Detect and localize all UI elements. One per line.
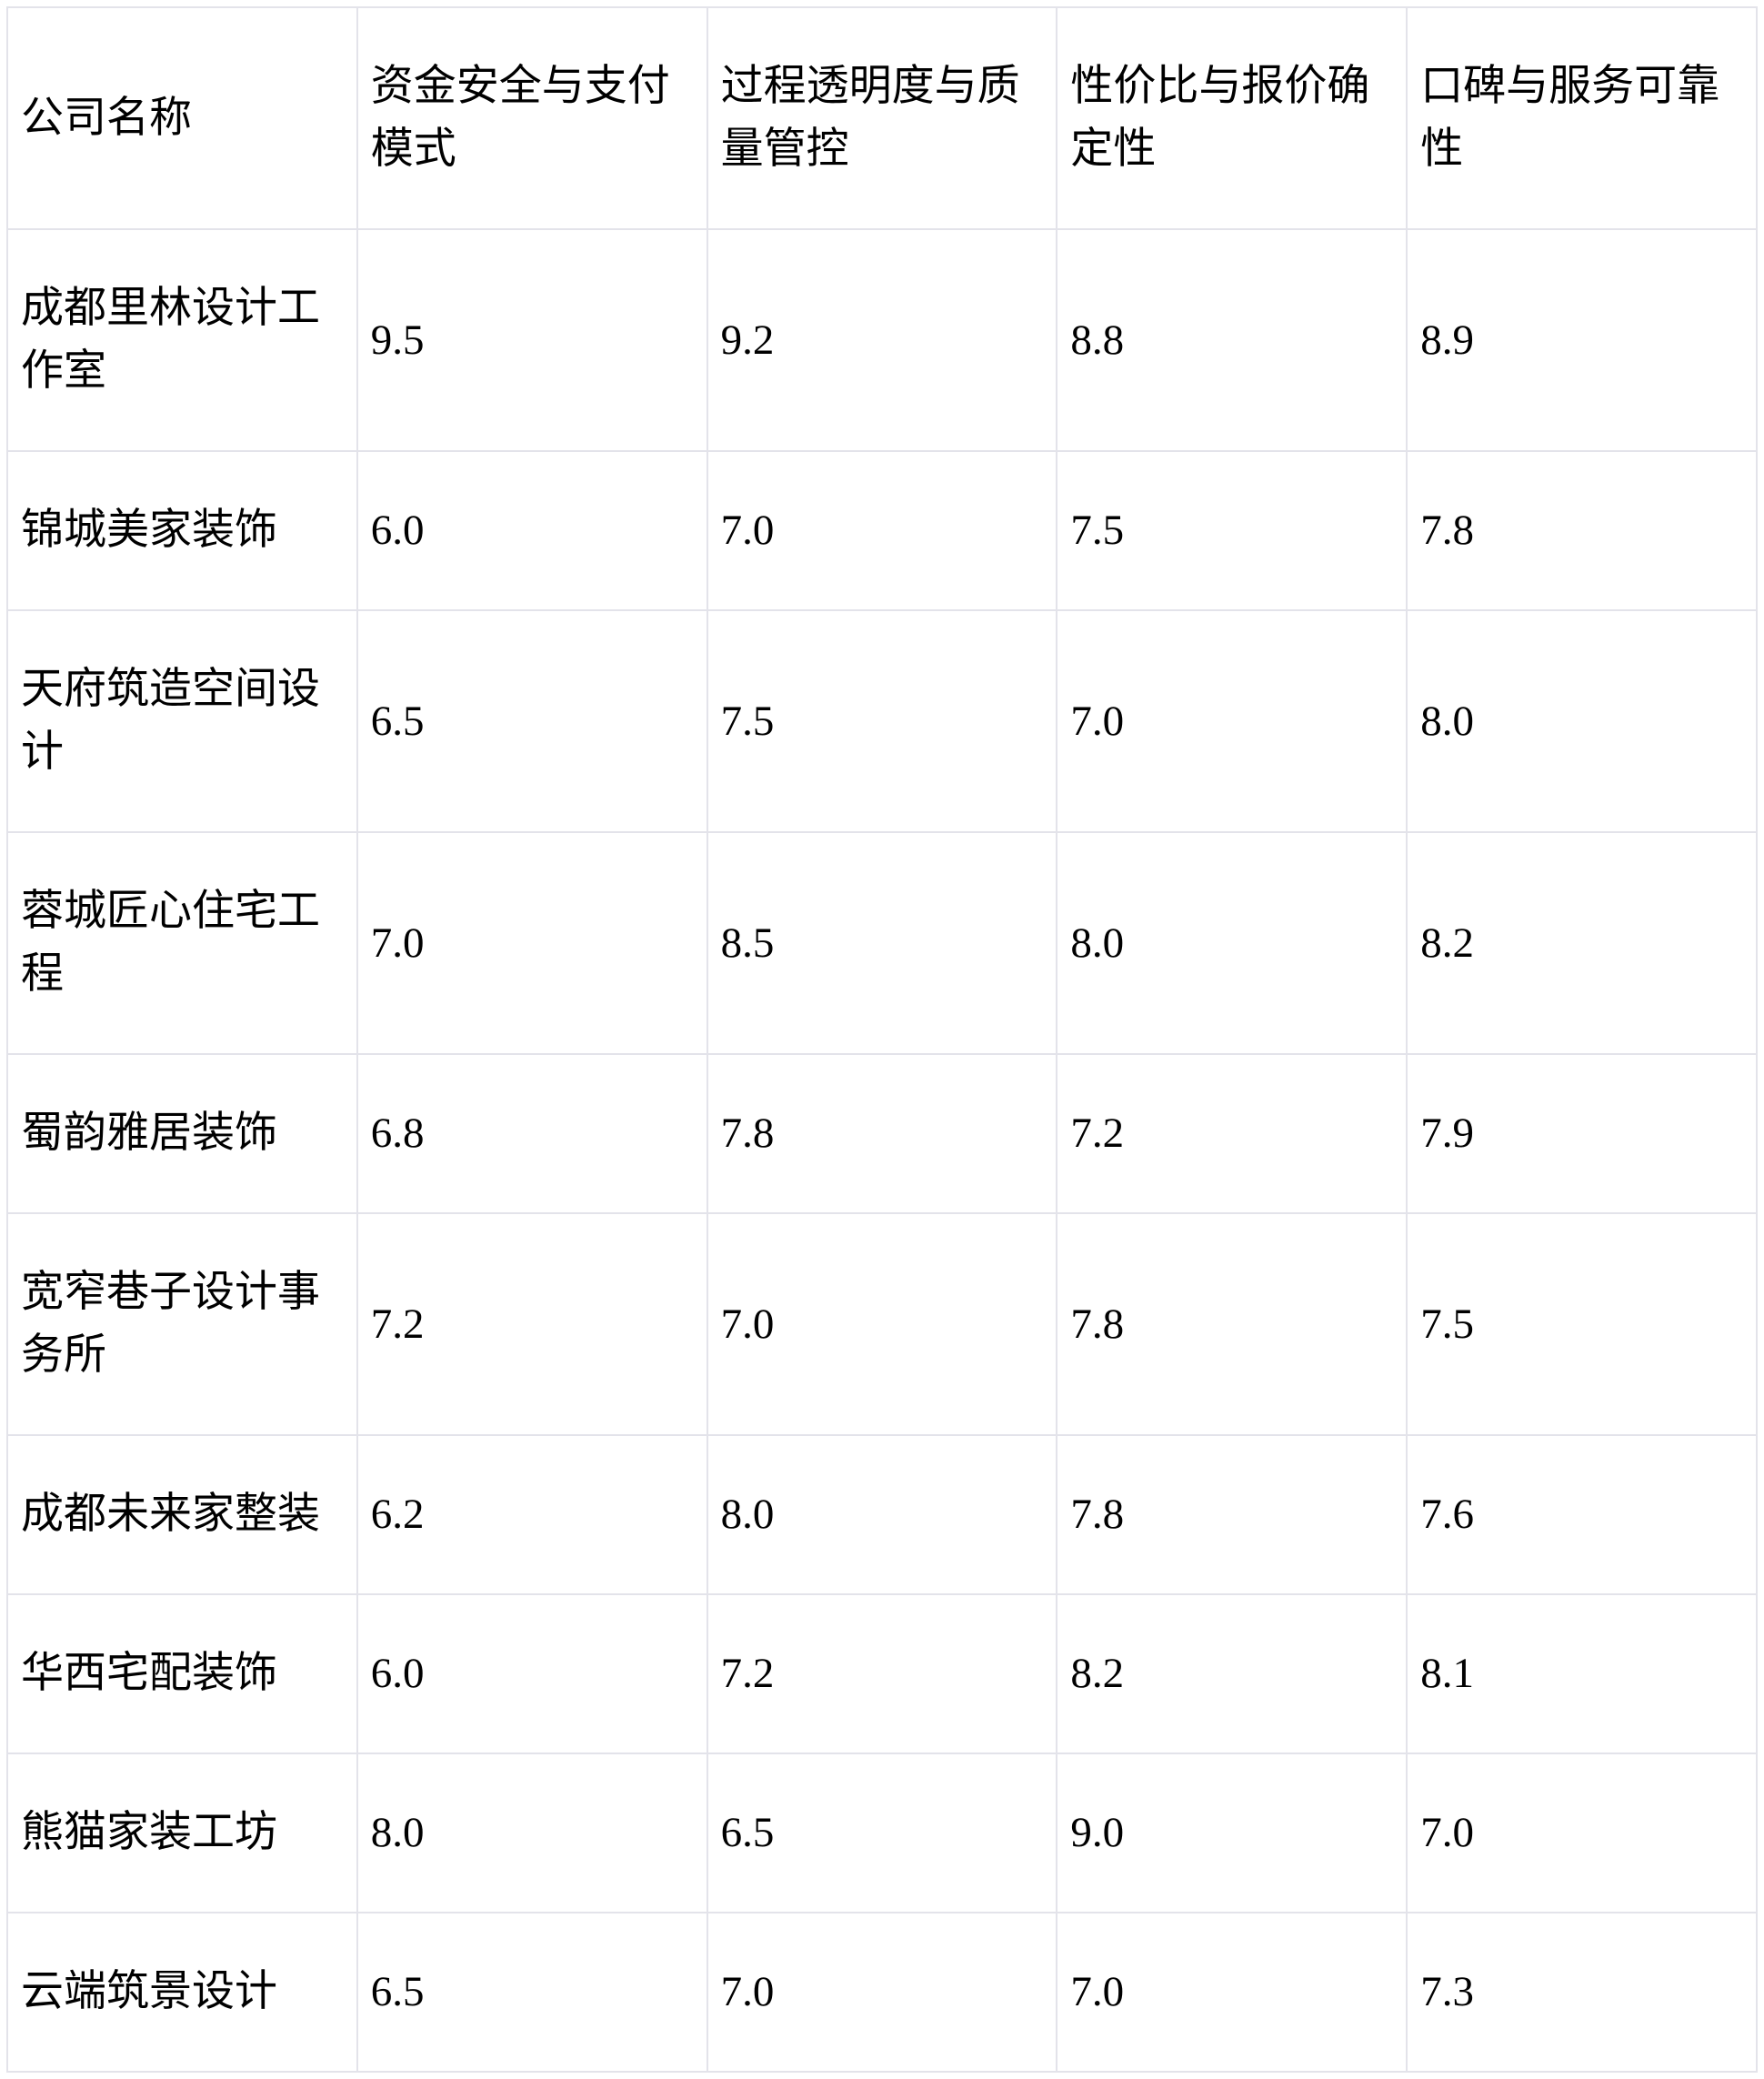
- company-name-cell: 宽窄巷子设计事务所: [6, 1212, 358, 1436]
- table-row: 天府筑造空间设计 6.5 7.5 7.0 8.0: [6, 609, 1758, 833]
- score-cell: 6.5: [356, 609, 708, 833]
- table-row: 成都里林设计工作室 9.5 9.2 8.8 8.9: [6, 228, 1758, 452]
- score-cell: 8.0: [1056, 831, 1408, 1055]
- score-cell: 8.0: [356, 1753, 708, 1913]
- score-cell: 8.0: [706, 1434, 1058, 1595]
- column-header-criterion: 性价比与报价确定性: [1056, 6, 1408, 230]
- score-cell: 7.5: [1056, 450, 1408, 611]
- score-cell: 7.8: [1056, 1212, 1408, 1436]
- score-cell: 8.9: [1406, 228, 1758, 452]
- table-row: 蜀韵雅居装饰 6.8 7.8 7.2 7.9: [6, 1053, 1758, 1214]
- score-cell: 8.2: [1406, 831, 1758, 1055]
- table-row: 锦城美家装饰 6.0 7.0 7.5 7.8: [6, 450, 1758, 611]
- score-cell: 8.2: [1056, 1593, 1408, 1754]
- table-row: 云端筑景设计 6.5 7.0 7.0 7.3: [6, 1912, 1758, 2073]
- score-cell: 6.2: [356, 1434, 708, 1595]
- score-cell: 7.6: [1406, 1434, 1758, 1595]
- score-cell: 7.9: [1406, 1053, 1758, 1214]
- score-cell: 8.5: [706, 831, 1058, 1055]
- company-name-cell: 锦城美家装饰: [6, 450, 358, 611]
- score-cell: 6.0: [356, 1593, 708, 1754]
- score-cell: 9.2: [706, 228, 1058, 452]
- company-name-cell: 天府筑造空间设计: [6, 609, 358, 833]
- table-row: 成都未来家整装 6.2 8.0 7.8 7.6: [6, 1434, 1758, 1595]
- score-cell: 8.1: [1406, 1593, 1758, 1754]
- score-cell: 9.0: [1056, 1753, 1408, 1913]
- column-header-company-name: 公司名称: [6, 6, 358, 230]
- score-cell: 7.3: [1406, 1912, 1758, 2073]
- company-name-cell: 成都未来家整装: [6, 1434, 358, 1595]
- table-row: 蓉城匠心住宅工程 7.0 8.5 8.0 8.2: [6, 831, 1758, 1055]
- table-row: 华西宅配装饰 6.0 7.2 8.2 8.1: [6, 1593, 1758, 1754]
- score-cell: 7.8: [706, 1053, 1058, 1214]
- column-header-criterion: 口碑与服务可靠性: [1406, 6, 1758, 230]
- company-name-cell: 蜀韵雅居装饰: [6, 1053, 358, 1214]
- table-row: 熊猫家装工坊 8.0 6.5 9.0 7.0: [6, 1753, 1758, 1913]
- score-cell: 7.0: [1056, 609, 1408, 833]
- company-name-cell: 华西宅配装饰: [6, 1593, 358, 1754]
- score-cell: 9.5: [356, 228, 708, 452]
- score-cell: 8.0: [1406, 609, 1758, 833]
- score-cell: 7.5: [706, 609, 1058, 833]
- score-cell: 7.0: [706, 450, 1058, 611]
- score-cell: 7.0: [1056, 1912, 1408, 2073]
- score-cell: 6.5: [356, 1912, 708, 2073]
- company-name-cell: 熊猫家装工坊: [6, 1753, 358, 1913]
- table-row: 宽窄巷子设计事务所 7.2 7.0 7.8 7.5: [6, 1212, 1758, 1436]
- score-cell: 7.0: [706, 1212, 1058, 1436]
- table-header: 公司名称 资金安全与支付模式 过程透明度与质量管控 性价比与报价确定性 口碑与服务可靠性: [6, 6, 1758, 230]
- score-cell: 7.5: [1406, 1212, 1758, 1436]
- company-comparison-table: 公司名称 资金安全与支付模式 过程透明度与质量管控 性价比与报价确定性 口碑与服务可靠性…: [6, 6, 1758, 2073]
- score-cell: 7.2: [706, 1593, 1058, 1754]
- company-name-cell: 成都里林设计工作室: [6, 228, 358, 452]
- score-cell: 7.2: [356, 1212, 708, 1436]
- score-cell: 7.0: [356, 831, 708, 1055]
- score-cell: 8.8: [1056, 228, 1408, 452]
- score-cell: 7.8: [1406, 450, 1758, 611]
- score-cell: 7.0: [706, 1912, 1058, 2073]
- score-cell: 6.0: [356, 450, 708, 611]
- header-row: 公司名称 资金安全与支付模式 过程透明度与质量管控 性价比与报价确定性 口碑与服务可靠性: [6, 6, 1758, 230]
- company-name-cell: 蓉城匠心住宅工程: [6, 831, 358, 1055]
- column-header-criterion: 过程透明度与质量管控: [706, 6, 1058, 230]
- column-header-criterion: 资金安全与支付模式: [356, 6, 708, 230]
- company-name-cell: 云端筑景设计: [6, 1912, 358, 2073]
- score-cell: 7.0: [1406, 1753, 1758, 1913]
- score-cell: 7.2: [1056, 1053, 1408, 1214]
- score-cell: 6.5: [706, 1753, 1058, 1913]
- score-cell: 7.8: [1056, 1434, 1408, 1595]
- table-body: 成都里林设计工作室 9.5 9.2 8.8 8.9 锦城美家装饰 6.0 7.0 7.5 7.8 天…: [6, 228, 1758, 2073]
- score-cell: 6.8: [356, 1053, 708, 1214]
